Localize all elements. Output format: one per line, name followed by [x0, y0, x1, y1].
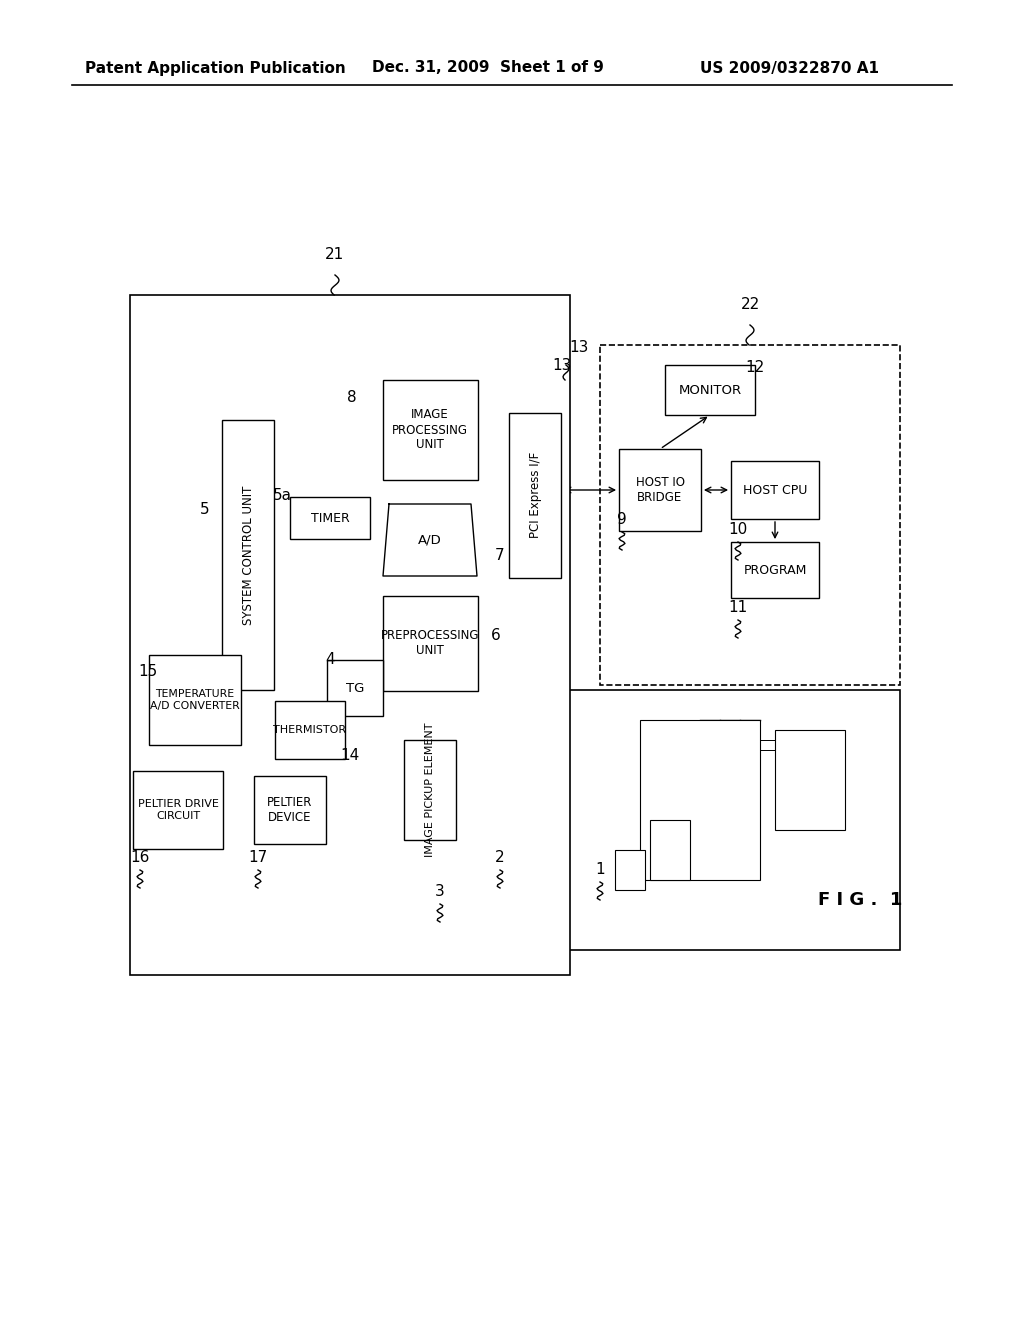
- Text: PELTIER
DEVICE: PELTIER DEVICE: [267, 796, 312, 824]
- Text: US 2009/0322870 A1: US 2009/0322870 A1: [700, 61, 879, 75]
- FancyBboxPatch shape: [150, 655, 241, 744]
- FancyBboxPatch shape: [640, 719, 760, 880]
- Text: HOST IO
BRIDGE: HOST IO BRIDGE: [636, 477, 684, 504]
- Text: PCI Express I/F: PCI Express I/F: [528, 451, 542, 539]
- Text: 15: 15: [138, 664, 158, 680]
- FancyBboxPatch shape: [731, 461, 819, 519]
- Text: IMAGE PICKUP ELEMENT: IMAGE PICKUP ELEMENT: [425, 723, 435, 857]
- Text: Patent Application Publication: Patent Application Publication: [85, 61, 346, 75]
- FancyBboxPatch shape: [600, 345, 900, 685]
- Text: PROGRAM: PROGRAM: [743, 564, 807, 577]
- FancyBboxPatch shape: [254, 776, 326, 843]
- FancyBboxPatch shape: [560, 690, 900, 950]
- FancyBboxPatch shape: [327, 660, 383, 715]
- Text: HOST CPU: HOST CPU: [742, 483, 807, 496]
- Text: A/D: A/D: [418, 533, 442, 546]
- Text: 4: 4: [326, 652, 335, 668]
- Text: TG: TG: [346, 681, 365, 694]
- Text: 8: 8: [347, 391, 356, 405]
- Text: MONITOR: MONITOR: [679, 384, 741, 396]
- Text: 5: 5: [200, 503, 210, 517]
- Text: 14: 14: [340, 747, 359, 763]
- FancyBboxPatch shape: [222, 420, 274, 690]
- Text: PREPROCESSING
UNIT: PREPROCESSING UNIT: [381, 630, 479, 657]
- FancyBboxPatch shape: [731, 543, 819, 598]
- Text: IMAGE
PROCESSING
UNIT: IMAGE PROCESSING UNIT: [392, 408, 468, 451]
- Text: 12: 12: [745, 360, 765, 375]
- FancyBboxPatch shape: [615, 850, 645, 890]
- Text: 3: 3: [435, 884, 444, 899]
- FancyBboxPatch shape: [509, 412, 561, 578]
- Text: SYSTEM CONTROL UNIT: SYSTEM CONTROL UNIT: [242, 486, 255, 624]
- Text: TEMPERATURE
A/D CONVERTER: TEMPERATURE A/D CONVERTER: [151, 689, 240, 710]
- Text: 22: 22: [740, 297, 760, 312]
- Text: 6: 6: [492, 627, 501, 643]
- Text: 13: 13: [552, 358, 571, 372]
- FancyBboxPatch shape: [665, 366, 755, 414]
- Text: 13: 13: [569, 341, 589, 355]
- FancyBboxPatch shape: [775, 730, 845, 830]
- Text: 5a: 5a: [272, 487, 292, 503]
- FancyBboxPatch shape: [290, 498, 370, 539]
- Text: 17: 17: [249, 850, 267, 866]
- FancyBboxPatch shape: [383, 380, 477, 480]
- FancyBboxPatch shape: [275, 701, 345, 759]
- Text: 10: 10: [728, 523, 748, 537]
- Text: TIMER: TIMER: [310, 511, 349, 524]
- FancyBboxPatch shape: [130, 294, 570, 975]
- FancyBboxPatch shape: [618, 449, 701, 531]
- Text: 2: 2: [496, 850, 505, 866]
- FancyBboxPatch shape: [133, 771, 223, 849]
- Text: Dec. 31, 2009  Sheet 1 of 9: Dec. 31, 2009 Sheet 1 of 9: [372, 61, 604, 75]
- FancyBboxPatch shape: [650, 820, 690, 880]
- Text: PELTIER DRIVE
CIRCUIT: PELTIER DRIVE CIRCUIT: [137, 799, 218, 821]
- Text: F I G .  1: F I G . 1: [818, 891, 902, 909]
- Text: 21: 21: [326, 247, 345, 261]
- FancyBboxPatch shape: [383, 595, 477, 690]
- Text: THERMISTOR: THERMISTOR: [273, 725, 346, 735]
- Text: 16: 16: [130, 850, 150, 866]
- Text: 9: 9: [617, 512, 627, 528]
- Polygon shape: [383, 504, 477, 576]
- Text: 1: 1: [595, 862, 605, 878]
- Text: 7: 7: [496, 548, 505, 562]
- FancyBboxPatch shape: [404, 741, 456, 840]
- Text: 11: 11: [728, 601, 748, 615]
